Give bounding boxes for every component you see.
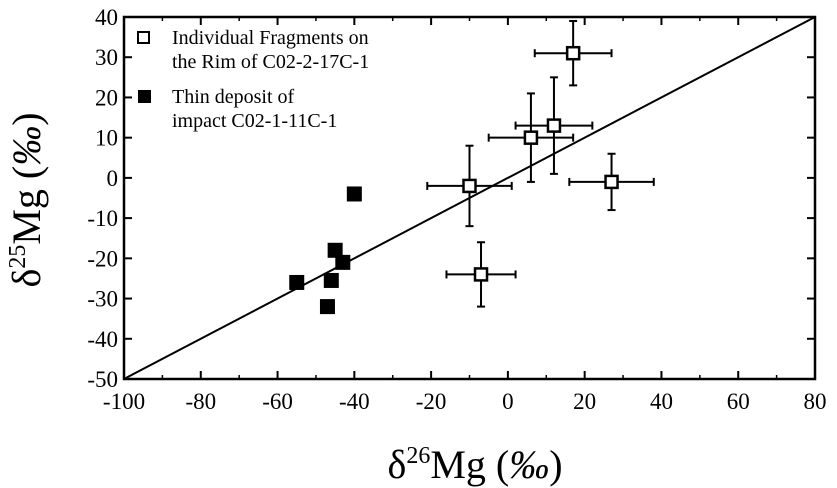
x-tick-label: -20 xyxy=(416,389,447,414)
y-tick-label: 20 xyxy=(95,85,118,110)
x-axis-label: δ26Mg (‰) xyxy=(387,442,562,487)
x-tick-label: 0 xyxy=(502,389,514,414)
y-tick-label: -10 xyxy=(87,206,118,231)
legend-label: the Rim of C02-2-17C-1 xyxy=(172,51,369,73)
data-point-open-square xyxy=(546,118,562,133)
y-tick-label: -30 xyxy=(87,287,118,312)
data-point-filled-square xyxy=(319,299,335,315)
y-tick-label: -20 xyxy=(87,246,118,271)
x-tick-label: 80 xyxy=(804,389,827,414)
y-tick-label: 10 xyxy=(95,126,118,151)
x-tick-label: -80 xyxy=(185,389,216,414)
y-axis-label: δ25Mg (‰) xyxy=(4,112,49,287)
y-tick-label: -40 xyxy=(87,327,118,352)
legend-marker-filled-square xyxy=(138,90,151,103)
legend-label: Individual Fragments on xyxy=(172,27,369,49)
data-point-filled-square xyxy=(335,254,351,270)
data-point-filled-square xyxy=(346,186,362,202)
data-point-filled-square xyxy=(327,242,343,258)
data-point-filled-square xyxy=(323,272,339,288)
data-point-open-square xyxy=(604,174,619,190)
data-point-open-square xyxy=(565,45,581,61)
data-point-open-square xyxy=(462,178,477,194)
legend-label: impact C02-1-11C-1 xyxy=(172,110,337,132)
x-tick-label: 40 xyxy=(650,389,673,414)
x-tick-label: -60 xyxy=(262,389,293,414)
x-tick-label: 20 xyxy=(573,389,596,414)
x-tick-label: 60 xyxy=(727,389,750,414)
legend-marker-open-square xyxy=(137,31,150,44)
x-tick-label: -100 xyxy=(103,389,145,414)
y-tick-label: 30 xyxy=(95,45,118,70)
data-point-open-square xyxy=(473,267,489,282)
y-tick-label: -50 xyxy=(87,367,118,392)
data-point-open-square xyxy=(523,130,539,145)
y-tick-label: 40 xyxy=(95,5,118,30)
y-tick-label: 0 xyxy=(107,166,119,191)
x-tick-label: -40 xyxy=(339,389,370,414)
data-point-filled-square xyxy=(289,274,305,290)
legend-label: Thin deposit of xyxy=(172,86,295,108)
